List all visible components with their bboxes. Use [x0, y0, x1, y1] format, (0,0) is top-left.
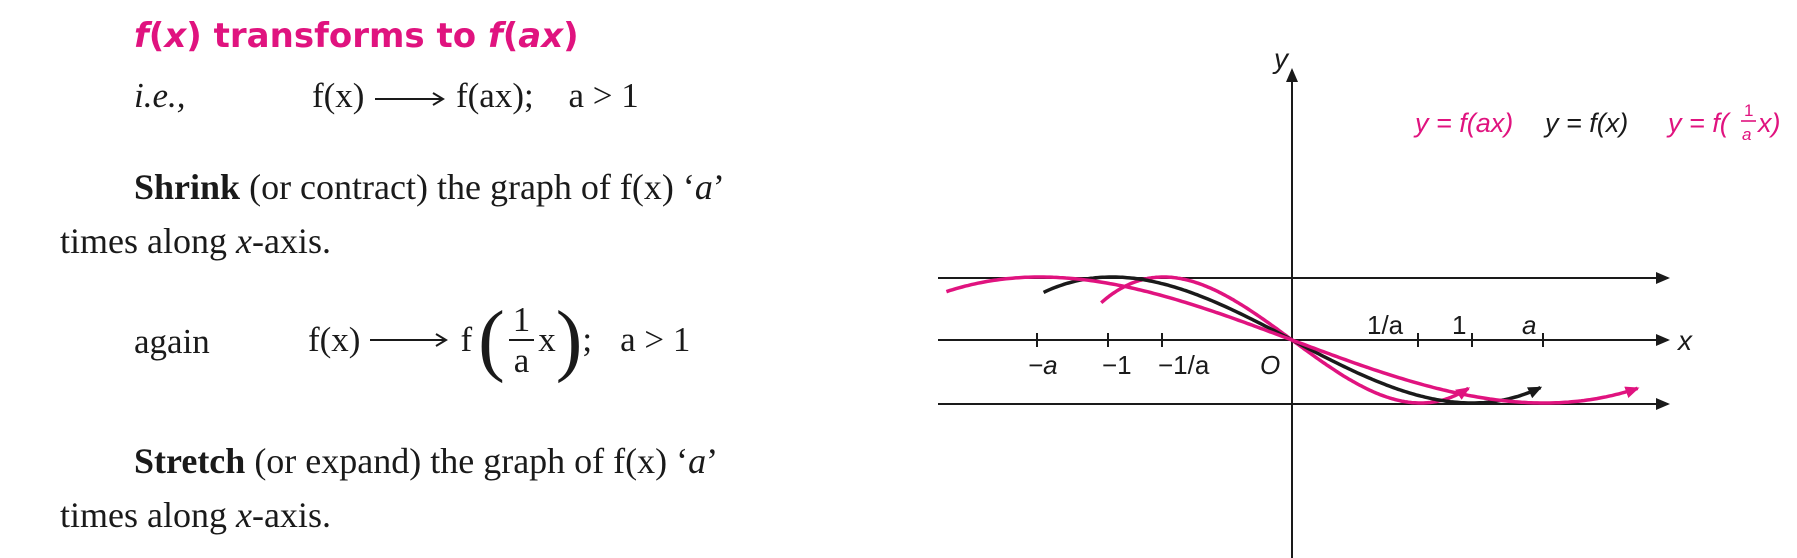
shrink-text3: -axis.: [251, 221, 331, 261]
tick-label-1: 1: [1452, 310, 1466, 340]
mapping-lhs: f(x): [312, 76, 365, 115]
mapping2-lhs: f(x): [308, 320, 361, 359]
stretch-text: (or expand) the graph of f(x) ‘: [245, 441, 689, 481]
stretch-a: a: [688, 441, 707, 481]
ie-label: i.e.,: [134, 76, 186, 115]
stretch-paragraph-line1: Stretch (or expand) the graph of f(x) ‘a…: [134, 440, 718, 482]
mapping-rhs: f(ax);: [455, 76, 534, 115]
tick-marks: [1036, 333, 1544, 347]
tick-label-a: a: [1522, 310, 1536, 340]
heading-text: transforms to: [201, 16, 488, 56]
shrink-paragraph-line2: times along x-axis.: [60, 220, 331, 262]
mapping-stretch: f(x) f ( 1 a x ) ; a > 1: [308, 290, 690, 390]
legend-finv-prefix: y = f(: [1666, 108, 1732, 138]
long-right-arrow-icon: [370, 333, 449, 347]
section-heading: f(x) transforms to f(ax): [134, 16, 579, 56]
y-axis-label: y: [1272, 43, 1290, 74]
legend-finv-suffix: x): [1756, 108, 1781, 138]
mapping2-x: x: [538, 320, 556, 359]
right-paren: ): [555, 296, 583, 384]
shrink-paragraph-line1: Shrink (or contract) the graph of f(x) ‘…: [134, 166, 725, 208]
heading-paren: ): [186, 16, 202, 56]
shrink-a: a: [694, 167, 713, 207]
tick-label-neg-a: −a: [1028, 350, 1058, 380]
legend-f-ax: y = f(ax): [1413, 108, 1513, 138]
ie-line: i.e.,: [134, 76, 186, 116]
transformation-graph: y x O −a −1 −1/a 1/a 1 a y = f(ax) y = f…: [938, 43, 1781, 558]
legend-finv-den: a: [1742, 125, 1751, 144]
shrink-term: Shrink: [134, 167, 241, 207]
legend-f-x: y = f(x): [1543, 108, 1628, 138]
heading-f: f: [134, 16, 149, 56]
mapping-shrink: f(x) f(ax); a > 1: [312, 76, 639, 116]
curve-f-x-over-a: [945, 275, 1640, 405]
mapping2-condition: a > 1: [620, 320, 691, 359]
mapping-condition: a > 1: [568, 76, 639, 115]
stretch-x: x: [235, 495, 252, 535]
tick-label-1-over-a: 1/a: [1367, 310, 1404, 340]
origin-label: O: [1260, 350, 1280, 380]
heading-ax: ax: [518, 16, 564, 56]
shrink-x: x: [235, 221, 252, 261]
stretch-text2: times along: [60, 495, 236, 535]
heading-f: f: [487, 16, 503, 56]
left-paren: (: [478, 296, 505, 384]
legend-finv-num: 1: [1744, 101, 1753, 120]
heading-paren: ): [563, 16, 579, 56]
mapping2-semicolon: ;: [582, 320, 593, 359]
stretch-text3: -axis.: [251, 495, 331, 535]
fraction: 1 a: [508, 302, 535, 380]
again-label: again: [134, 322, 210, 362]
heading-paren: (: [148, 16, 165, 56]
shrink-text2: times along: [60, 221, 236, 261]
x-axis-label: x: [1676, 325, 1693, 356]
stretch-quote: ’: [706, 441, 719, 481]
shrink-text: (or contract) the graph of f(x) ‘: [240, 167, 695, 207]
stretch-paragraph-line2: times along x-axis.: [60, 494, 331, 536]
long-right-arrow-icon: [375, 92, 446, 106]
fraction-numerator: 1: [508, 302, 535, 341]
stretch-term: Stretch: [134, 441, 246, 481]
shrink-quote: ’: [712, 167, 725, 207]
mapping2-f: f: [460, 320, 473, 359]
heading-paren: (: [502, 16, 519, 56]
tick-label-neg-1-over-a: −1/a: [1158, 350, 1210, 380]
tick-label-neg-1: −1: [1102, 350, 1132, 380]
legend-f-x-over-a: y = f( 1 a x): [1666, 101, 1781, 144]
fraction-denominator: a: [513, 341, 530, 380]
again-text: again: [134, 322, 210, 361]
heading-x: x: [164, 16, 187, 56]
